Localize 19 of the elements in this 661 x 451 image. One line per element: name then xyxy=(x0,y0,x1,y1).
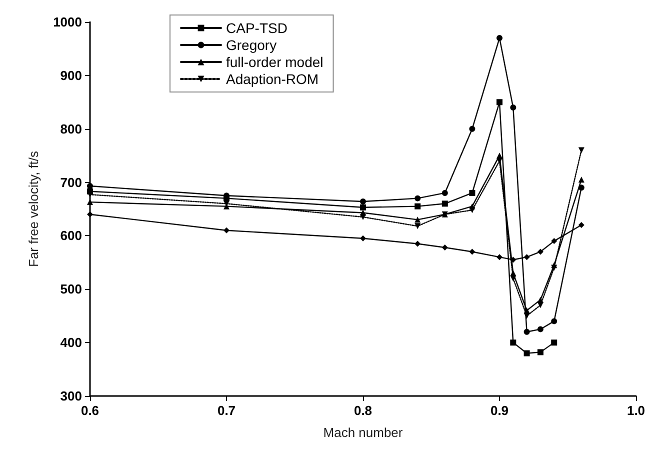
x-axis-title: Mach number xyxy=(323,425,404,440)
legend-label: Gregory xyxy=(226,37,277,53)
legend-label: full-order model xyxy=(226,54,324,70)
x-tick-label: 0.6 xyxy=(80,403,100,418)
y-axis-title: Far free velocity, ft/s xyxy=(26,150,41,268)
legend-label: Adaption-ROM xyxy=(226,71,319,87)
x-tick-label: 1.0 xyxy=(626,403,646,418)
y-tick-label: 300 xyxy=(60,388,82,404)
x-tick-label: 0.8 xyxy=(354,403,372,418)
y-tick-label: 700 xyxy=(60,174,82,190)
y-tick-label: 800 xyxy=(60,121,82,136)
y-tick-label: 400 xyxy=(60,335,82,350)
x-tick-label: 0.7 xyxy=(217,403,236,418)
y-tick-label: 500 xyxy=(60,282,82,297)
legend-label: CAP-TSD xyxy=(226,20,288,36)
y-tick-label: 900 xyxy=(60,68,82,83)
y-tick-label: 1000 xyxy=(53,14,82,30)
x-tick-label: 0.9 xyxy=(490,403,509,418)
y-tick-label: 600 xyxy=(60,228,82,244)
